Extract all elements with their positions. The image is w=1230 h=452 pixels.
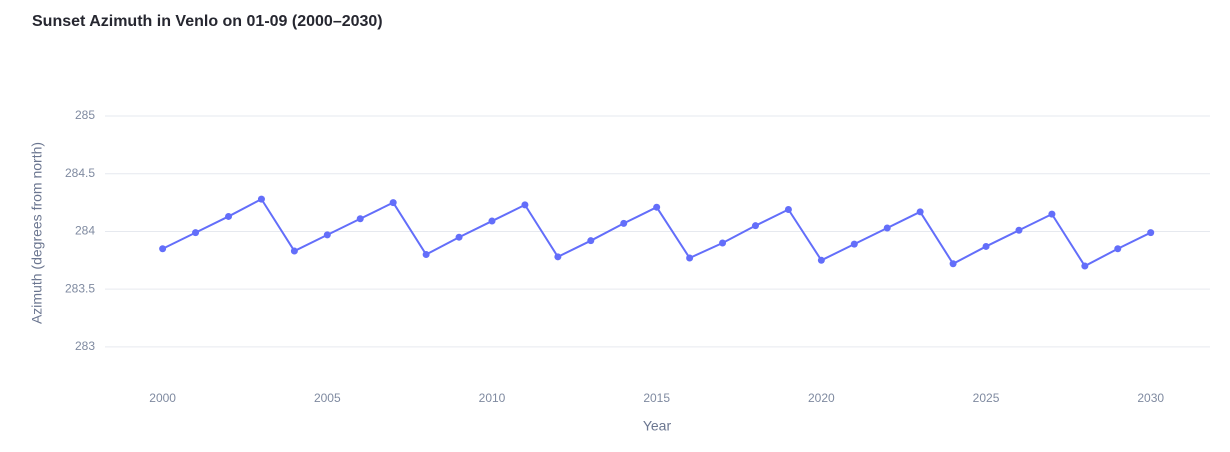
y-tick-label: 284.5 — [65, 166, 95, 180]
data-point — [554, 253, 562, 261]
data-point — [1147, 229, 1155, 237]
x-tick-label: 2025 — [973, 391, 1000, 405]
data-point — [356, 215, 364, 223]
data-point — [686, 254, 694, 262]
data-point — [587, 237, 595, 245]
data-point — [192, 229, 200, 237]
data-point — [1114, 245, 1122, 253]
data-point — [290, 247, 298, 255]
data-point — [159, 245, 167, 253]
data-point — [1081, 262, 1089, 270]
data-point — [982, 242, 990, 250]
data-point — [488, 217, 496, 225]
data-point — [784, 206, 792, 214]
data-point — [916, 208, 924, 216]
x-tick-label: 2015 — [643, 391, 670, 405]
data-point — [521, 201, 529, 209]
data-point — [620, 219, 628, 227]
x-axis-title: Year — [643, 418, 672, 434]
x-tick-label: 2020 — [808, 391, 835, 405]
data-point — [225, 212, 233, 220]
data-point — [883, 224, 891, 232]
data-point — [389, 199, 397, 207]
data-point — [422, 251, 430, 259]
data-point — [817, 256, 825, 264]
y-axis-title: Azimuth (degrees from north) — [29, 142, 45, 324]
data-point — [1015, 226, 1023, 234]
data-point — [455, 233, 463, 241]
data-point — [1048, 210, 1056, 218]
x-tick-label: 2000 — [149, 391, 176, 405]
y-tick-label: 283 — [75, 339, 95, 353]
y-tick-label: 284 — [75, 224, 95, 238]
y-tick-label: 285 — [75, 108, 95, 122]
data-point — [653, 203, 661, 211]
chart-title: Sunset Azimuth in Venlo on 01-09 (2000–2… — [32, 13, 383, 30]
x-tick-label: 2005 — [314, 391, 341, 405]
data-point — [257, 195, 265, 203]
x-tick-label: 2030 — [1137, 391, 1164, 405]
data-point — [751, 222, 759, 230]
data-point — [323, 231, 331, 239]
data-point — [719, 239, 727, 247]
y-tick-label: 283.5 — [65, 281, 95, 295]
data-point — [850, 240, 858, 248]
data-point — [949, 260, 957, 268]
x-tick-label: 2010 — [479, 391, 506, 405]
